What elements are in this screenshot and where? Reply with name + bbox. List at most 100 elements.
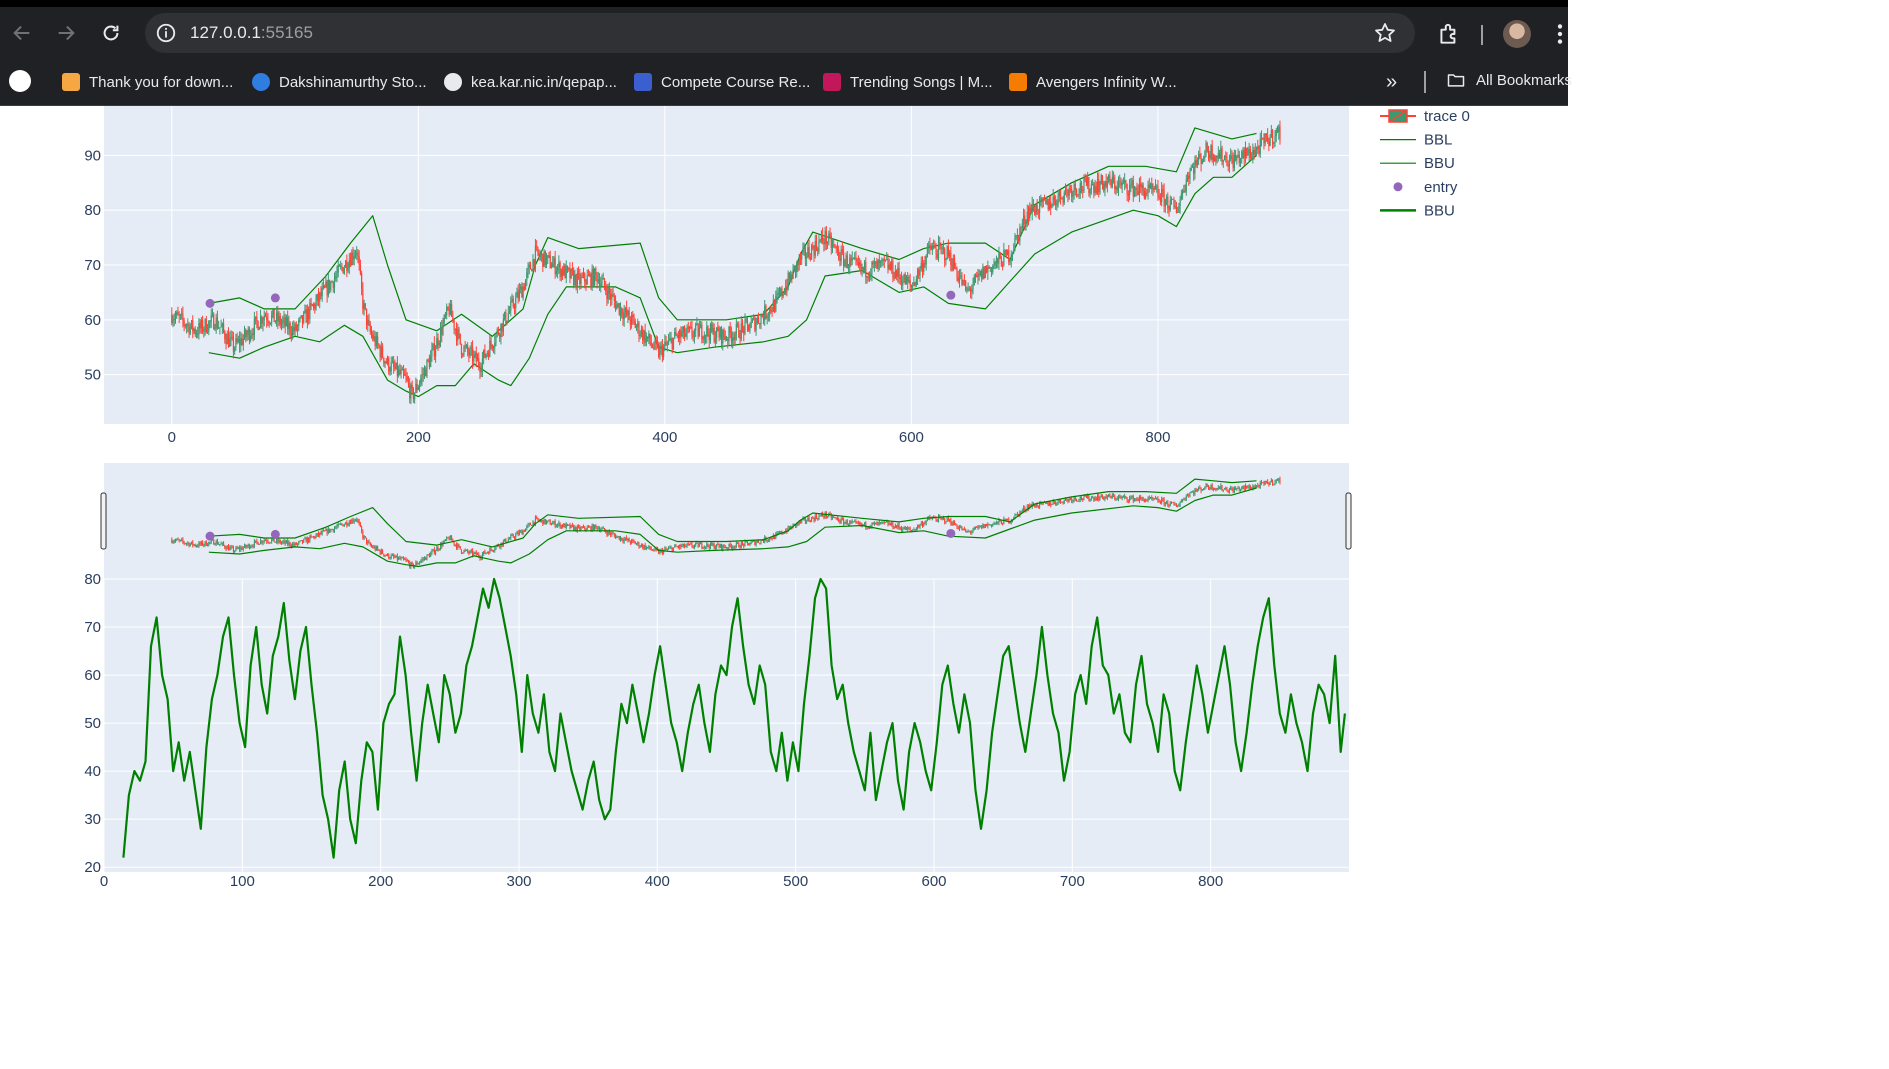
info-icon[interactable] <box>155 22 177 44</box>
candle-body <box>388 553 390 559</box>
candle-body <box>1002 524 1004 526</box>
candle-body <box>276 539 278 542</box>
legend-item-bbu[interactable]: BBU <box>1380 155 1455 172</box>
candle-body <box>313 536 315 538</box>
candle-body <box>910 530 912 532</box>
range-slider-right-handle[interactable] <box>1345 492 1352 550</box>
y-tick-label: 70 <box>84 619 101 636</box>
candle-body <box>799 256 802 260</box>
all-bookmarks-button[interactable]: All Bookmarks <box>1446 70 1572 90</box>
candle-body <box>394 366 396 369</box>
candle-body <box>1205 143 1207 157</box>
candle-body <box>830 514 832 519</box>
x-tick-label: 600 <box>899 429 924 446</box>
bookmark-1[interactable]: Dakshinamurthy Sto... <box>252 70 427 94</box>
candle-body <box>982 524 984 529</box>
range-slider-left-handle[interactable] <box>100 492 107 550</box>
legend-item-trace-0[interactable]: trace 0 <box>1380 108 1470 125</box>
address-bar[interactable]: 127.0.0.1:55165 <box>145 13 1415 53</box>
range-slider[interactable] <box>100 463 1352 579</box>
candle-body <box>505 539 507 543</box>
candle-body <box>1014 514 1016 519</box>
candle-body <box>1154 186 1157 190</box>
bookmark-4[interactable]: Trending Songs | M... <box>823 70 993 94</box>
candle-body <box>967 288 969 290</box>
candle-body <box>554 257 556 274</box>
candle-body <box>743 543 745 547</box>
candle-body <box>1274 136 1276 142</box>
candle-body <box>1122 496 1124 498</box>
range-slider-background <box>104 463 1349 579</box>
candle-body <box>563 523 565 528</box>
url-text[interactable]: 127.0.0.1:55165 <box>190 23 313 43</box>
candle-body <box>977 526 979 528</box>
candle-body <box>944 248 946 261</box>
candlestick-trace <box>171 120 1281 405</box>
legend-item-entry[interactable]: entry <box>1393 179 1458 196</box>
candle-body <box>782 293 784 296</box>
candle-body <box>698 544 700 547</box>
bookmark-0[interactable]: Thank you for down... <box>62 70 233 94</box>
x-tick-label: 400 <box>652 429 677 446</box>
candle-body <box>648 333 650 339</box>
more-bookmarks-button[interactable]: » <box>1386 71 1398 93</box>
candle-body <box>695 324 697 331</box>
extensions-icon[interactable] <box>1436 21 1462 47</box>
candle-body <box>290 545 292 547</box>
candle-body <box>714 547 716 549</box>
candle-body <box>499 546 501 548</box>
profile-avatar[interactable] <box>1503 20 1531 48</box>
candle-body <box>1226 156 1228 166</box>
candle-body <box>587 527 589 529</box>
candle-body <box>968 531 970 533</box>
all-bookmarks-label: All Bookmarks <box>1476 71 1572 89</box>
candle-body <box>645 546 647 550</box>
candle-body <box>1239 158 1242 163</box>
candle-body <box>349 260 352 266</box>
reload-button[interactable] <box>93 15 129 51</box>
candle-body <box>548 255 550 257</box>
candle-body <box>442 542 444 547</box>
range-slider-preview <box>171 476 1281 569</box>
legend-item-bbu[interactable]: BBU <box>1380 202 1455 219</box>
candle-body <box>1232 489 1234 493</box>
candle-body <box>1080 183 1083 190</box>
candle-body <box>859 522 861 524</box>
candle-body <box>722 544 724 550</box>
candle-body <box>431 551 433 554</box>
bookmark-3[interactable]: Compete Course Re... <box>634 70 810 94</box>
candle-body <box>1163 499 1165 505</box>
candle-body <box>1179 198 1181 207</box>
candle-body <box>813 518 815 521</box>
candle-body <box>861 524 863 526</box>
candle-body <box>1027 211 1030 219</box>
candle-body <box>421 559 423 561</box>
candle-body <box>1134 499 1136 502</box>
more-vert-icon[interactable] <box>1553 21 1567 47</box>
candle-body <box>891 522 893 526</box>
candle-body <box>1082 189 1084 191</box>
apple-icon[interactable] <box>9 70 31 92</box>
bookmark-5[interactable]: Avengers Infinity W... <box>1009 70 1177 94</box>
candle-body <box>1014 237 1016 250</box>
candle-body <box>1138 497 1140 501</box>
candle-body <box>957 277 959 281</box>
candle-body <box>1140 183 1142 188</box>
star-icon[interactable] <box>1373 21 1397 45</box>
candle-body <box>381 346 384 358</box>
bookmark-2[interactable]: kea.kar.nic.in/qepap... <box>444 70 617 94</box>
candle-body <box>945 521 947 523</box>
candle-body <box>1273 483 1275 485</box>
back-button[interactable] <box>4 15 40 51</box>
candle-body <box>1200 488 1202 491</box>
legend-item-bbl[interactable]: BBL <box>1380 132 1452 149</box>
candle-body <box>579 526 581 530</box>
candle-body <box>843 251 845 267</box>
candle-body <box>977 273 979 277</box>
candle-body <box>1125 496 1127 498</box>
candle-body <box>1092 183 1094 185</box>
chart-legend[interactable]: trace 0 BBL BBU entry BBU <box>1380 108 1470 219</box>
forward-button[interactable] <box>48 15 84 51</box>
